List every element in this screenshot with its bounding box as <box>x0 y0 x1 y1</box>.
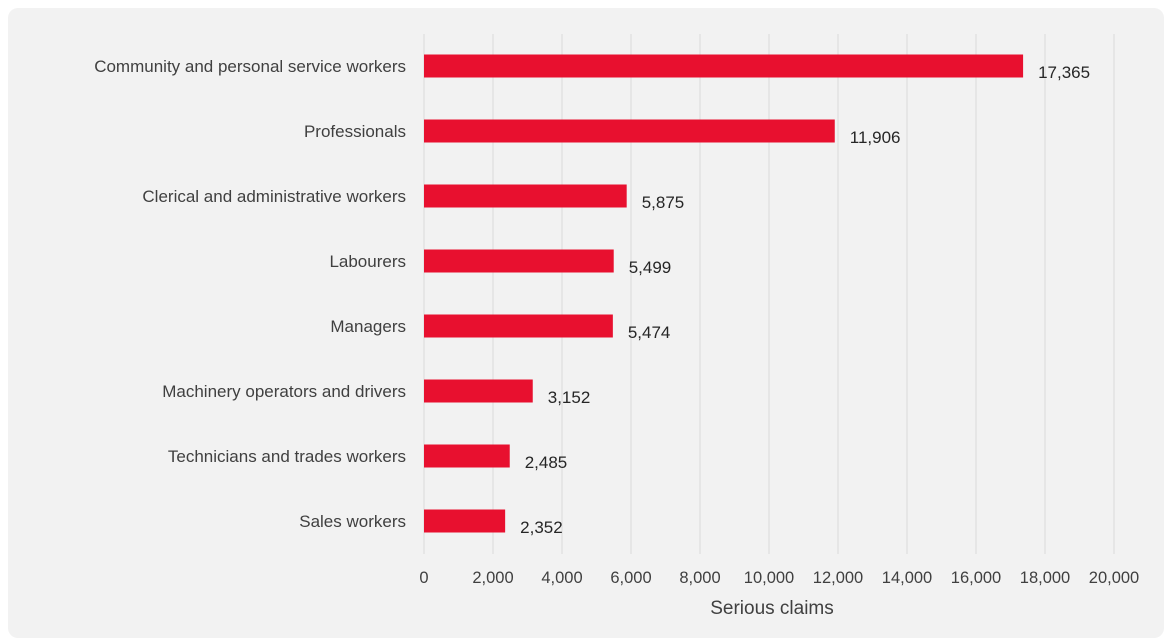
category-label: Labourers <box>329 252 406 271</box>
x-tick-label: 4,000 <box>541 569 582 587</box>
chart-panel: Community and personal service workers Pr… <box>8 8 1164 638</box>
x-tick-label: 2,000 <box>472 569 513 587</box>
bar <box>424 119 835 143</box>
value-label: 2,352 <box>520 518 563 537</box>
x-tick-label: 20,000 <box>1089 569 1139 587</box>
x-tick-label: 18,000 <box>1020 569 1070 587</box>
x-axis-tick-labels: 0 2,000 4,000 6,000 8,000 10,000 12,000 14,000 1… <box>419 569 1139 587</box>
category-label: Managers <box>330 317 406 336</box>
value-label: 3,152 <box>548 388 591 407</box>
category-label: Professionals <box>304 122 406 141</box>
value-label: 17,365 <box>1038 63 1090 82</box>
bar <box>424 444 510 468</box>
x-tick-label: 14,000 <box>882 569 932 587</box>
category-label: Clerical and administrative workers <box>142 187 406 206</box>
value-label: 5,875 <box>642 193 685 212</box>
category-label: Machinery operators and drivers <box>162 382 406 401</box>
x-tick-label: 0 <box>419 569 428 587</box>
x-tick-label: 12,000 <box>813 569 863 587</box>
x-tick-label: 6,000 <box>610 569 651 587</box>
value-labels: 17,365 11,906 5,875 5,499 5,474 3,152 2,485 2,3… <box>520 63 1090 537</box>
bar <box>424 379 533 403</box>
bar <box>424 249 614 273</box>
gridlines <box>423 34 1115 554</box>
bar <box>424 509 506 533</box>
x-tick-label: 16,000 <box>951 569 1001 587</box>
x-tick-label: 10,000 <box>744 569 794 587</box>
category-label: Sales workers <box>299 512 406 531</box>
value-label: 5,499 <box>629 258 672 277</box>
bar <box>424 54 1024 78</box>
x-tick-label: 8,000 <box>679 569 720 587</box>
bars <box>424 54 1024 533</box>
category-label: Community and personal service workers <box>94 57 406 76</box>
value-label: 2,485 <box>525 453 568 472</box>
value-label: 5,474 <box>628 323 671 342</box>
x-axis-title: Serious claims <box>710 598 834 619</box>
value-label: 11,906 <box>850 128 901 147</box>
bar-chart: Community and personal service workers Pr… <box>94 34 1139 619</box>
category-labels: Community and personal service workers Pr… <box>94 57 406 531</box>
category-label: Technicians and trades workers <box>168 447 406 466</box>
bar <box>424 184 627 208</box>
bar <box>424 314 613 338</box>
